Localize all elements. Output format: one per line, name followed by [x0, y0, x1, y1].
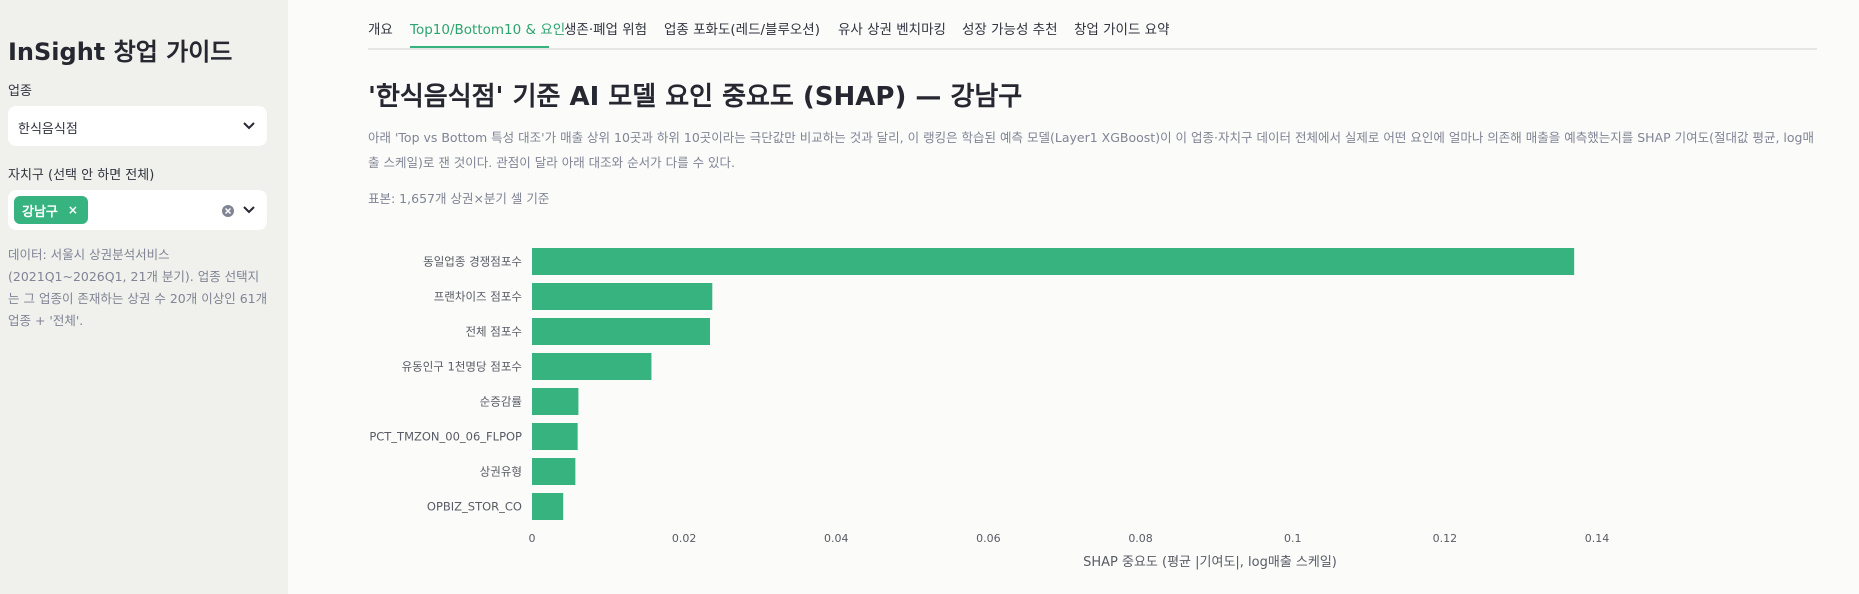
- bar: [532, 493, 564, 520]
- tab-growth[interactable]: 성장 가능성 추천: [962, 22, 1058, 38]
- category-label: 순증감률: [480, 395, 522, 409]
- x-tick-label: 0.06: [976, 532, 1001, 545]
- tab-guide-summary[interactable]: 창업 가이드 요약: [1074, 22, 1170, 38]
- active-tab-indicator: [410, 46, 549, 48]
- description: 아래 'Top vs Bottom 특성 대조'가 매출 상위 10곳과 하위 …: [368, 130, 1814, 170]
- bar: [532, 248, 1575, 275]
- category-label: PCT_TMZON_00_06_FLPOP: [369, 430, 522, 444]
- sidebar: InSight 창업 가이드 업종 한식음식점 자치구 (선택 안 하면 전체)…: [0, 0, 288, 594]
- x-tick-label: 0.02: [672, 532, 697, 545]
- tab-survival-risk[interactable]: 생존·폐업 위험: [564, 22, 648, 38]
- x-tick-label: 0.08: [1128, 532, 1153, 545]
- clear-icon[interactable]: [221, 203, 235, 217]
- bar: [532, 423, 578, 450]
- tab-bar: 개요 Top10/Bottom10 & 요인 생존·폐업 위험 업종 포화도(레…: [368, 0, 1817, 50]
- category-label: 프랜차이즈 점포수: [434, 290, 522, 304]
- page-title: '한식음식점' 기준 AI 모델 요인 중요도 (SHAP) — 강남구: [368, 82, 1023, 112]
- category-label: 동일업종 경쟁점포수: [423, 255, 522, 269]
- category-label: 유동인구 1천명당 점포수: [402, 360, 522, 374]
- category-label: 상권유형: [480, 465, 522, 479]
- tab-top-bottom[interactable]: Top10/Bottom10 & 요인: [410, 22, 566, 38]
- bar: [532, 318, 711, 345]
- x-tick-label: 0.14: [1585, 532, 1610, 545]
- x-tick-label: 0.04: [824, 532, 849, 545]
- district-label: 자치구 (선택 안 하면 전체): [8, 168, 155, 183]
- tab-overview[interactable]: 개요: [368, 22, 393, 38]
- district-tag: 강남구 ×: [14, 196, 88, 224]
- chevron-down-icon[interactable]: [240, 200, 258, 218]
- x-tick-label: 0.1: [1284, 532, 1302, 545]
- tab-benchmark[interactable]: 유사 상권 벤치마킹: [838, 22, 946, 38]
- category-label: OPBIZ_STOR_CO: [427, 500, 522, 514]
- industry-select-value: 한식음식점: [18, 122, 78, 137]
- industry-select[interactable]: 한식음식점: [8, 106, 267, 146]
- x-tick-label: 0: [529, 532, 536, 545]
- data-source-note: 데이터: 서울시 상권분석서비스 (2021Q1~2026Q1, 21개 분기)…: [8, 247, 268, 328]
- x-tick-label: 0.12: [1433, 532, 1458, 545]
- app-title: InSight 창업 가이드: [8, 38, 233, 66]
- sample-size: 표본: 1,657개 상권×분기 셀 기준: [368, 191, 550, 206]
- category-label: 전체 점포수: [465, 325, 522, 339]
- bar: [532, 388, 579, 415]
- bar: [532, 353, 652, 380]
- x-axis-label: SHAP 중요도 (평균 |기여도|, log매출 스케일): [1083, 555, 1337, 570]
- remove-tag-icon[interactable]: ×: [67, 203, 78, 217]
- district-tag-label: 강남구: [22, 204, 58, 220]
- bar: [532, 283, 713, 310]
- bar: [532, 458, 576, 485]
- chevron-down-icon[interactable]: [240, 116, 258, 134]
- tab-saturation[interactable]: 업종 포화도(레드/블루오션): [664, 22, 820, 38]
- industry-label: 업종: [8, 84, 32, 99]
- district-multiselect[interactable]: 강남구 ×: [8, 190, 267, 230]
